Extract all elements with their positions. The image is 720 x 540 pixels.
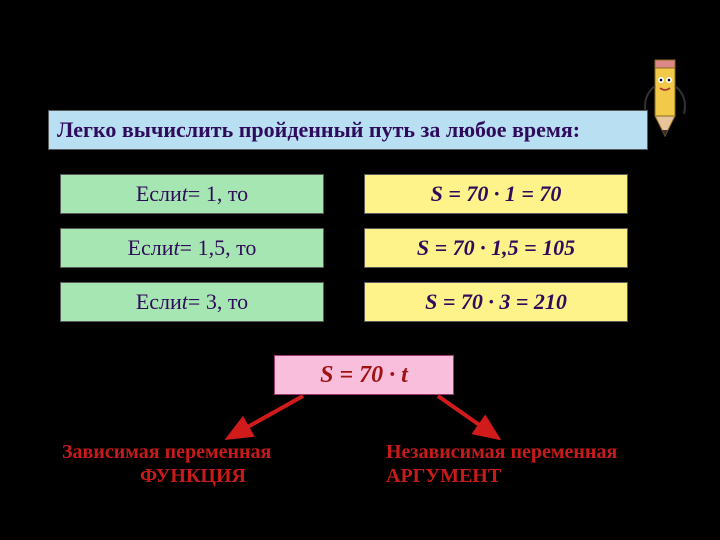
independent-label: Независимая переменная АРГУМЕНТ bbox=[386, 440, 617, 488]
condition-eq: = 1,5, то bbox=[180, 235, 257, 261]
result-cell: S = 70 · 1 = 70 bbox=[364, 174, 628, 214]
dependent-label: Зависимая переменная ФУНКЦИЯ bbox=[62, 440, 271, 488]
result-cell: S = 70 · 1,5 = 105 bbox=[364, 228, 628, 268]
table-row: Если t = 3, то S = 70 · 3 = 210 bbox=[60, 282, 628, 322]
formula-text: S = 70 · t bbox=[320, 362, 408, 389]
independent-line1: Независимая переменная bbox=[386, 440, 617, 464]
condition-cell: Если t = 3, то bbox=[60, 282, 324, 322]
condition-cell: Если t = 1, то bbox=[60, 174, 324, 214]
title-bar: Легко вычислить пройденный путь за любое… bbox=[48, 110, 648, 150]
dependent-line2: ФУНКЦИЯ bbox=[62, 464, 271, 488]
title-text: Легко вычислить пройденный путь за любое… bbox=[57, 117, 580, 143]
condition-pre: Если bbox=[136, 289, 182, 315]
independent-line2: АРГУМЕНТ bbox=[386, 464, 617, 488]
table-row: Если t = 1,5, то S = 70 · 1,5 = 105 bbox=[60, 228, 628, 268]
formula-box: S = 70 · t bbox=[274, 355, 454, 395]
condition-pre: Если bbox=[136, 181, 182, 207]
condition-eq: = 3, то bbox=[188, 289, 248, 315]
condition-pre: Если bbox=[128, 235, 174, 261]
condition-cell: Если t = 1,5, то bbox=[60, 228, 324, 268]
result-cell: S = 70 · 3 = 210 bbox=[364, 282, 628, 322]
table-row: Если t = 1, то S = 70 · 1 = 70 bbox=[60, 174, 628, 214]
condition-eq: = 1, то bbox=[188, 181, 248, 207]
dependent-line1: Зависимая переменная bbox=[62, 440, 271, 464]
